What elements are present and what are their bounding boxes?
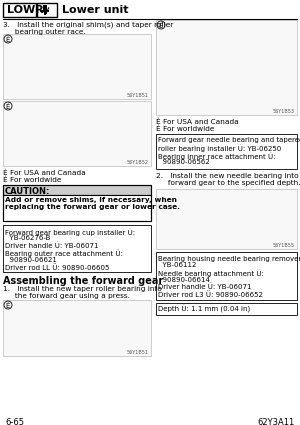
- Text: É For worldwide: É For worldwide: [3, 176, 61, 182]
- Text: roller bearing installer Ù: YB-06250: roller bearing installer Ù: YB-06250: [158, 144, 281, 152]
- Bar: [156, 20, 297, 115]
- Bar: [3, 185, 151, 195]
- Bar: [3, 195, 151, 221]
- Text: 56Y1B53: 56Y1B53: [273, 109, 295, 114]
- Bar: [156, 134, 297, 169]
- Text: 90890-06614: 90890-06614: [158, 277, 210, 283]
- Bar: [3, 300, 151, 356]
- Text: CAUTION:: CAUTION:: [5, 187, 50, 196]
- Circle shape: [157, 21, 165, 29]
- Text: Lower unit: Lower unit: [62, 5, 128, 15]
- Text: Bearing housing needle bearing remover Ù:: Bearing housing needle bearing remover Ù…: [158, 255, 300, 263]
- Text: È: È: [5, 302, 10, 309]
- Text: 2.   Install the new needle bearing into the
     forward gear to the specified : 2. Install the new needle bearing into t…: [156, 173, 300, 186]
- Text: Driver handle Û: YB-06071: Driver handle Û: YB-06071: [158, 284, 251, 290]
- Text: LOWR: LOWR: [7, 5, 43, 15]
- Bar: [43, 5, 47, 12]
- Circle shape: [4, 35, 12, 43]
- Text: È: È: [5, 36, 10, 42]
- Text: Driver rod LL Ü: 90890-06605: Driver rod LL Ü: 90890-06605: [5, 264, 109, 271]
- Bar: [156, 189, 297, 249]
- Bar: [3, 101, 151, 166]
- Text: YB-06276-B: YB-06276-B: [5, 235, 50, 241]
- Text: Needle bearing attachment Ú:: Needle bearing attachment Ú:: [158, 269, 264, 277]
- Text: 3.   Install the original shim(s) and taper roller
     bearing outer race.: 3. Install the original shim(s) and tape…: [3, 21, 173, 34]
- Text: 62Y3A11: 62Y3A11: [258, 418, 295, 425]
- Text: Forward gear bearing cup installer Ù:: Forward gear bearing cup installer Ù:: [5, 228, 135, 235]
- Circle shape: [4, 102, 12, 110]
- Bar: [3, 3, 36, 17]
- Bar: [156, 252, 297, 300]
- Bar: [3, 225, 151, 272]
- Text: 90890-06621: 90890-06621: [5, 257, 57, 263]
- Text: 1.   Install the new taper roller bearing into
     the forward gear using a pre: 1. Install the new taper roller bearing …: [3, 286, 162, 299]
- Text: Assembling the forward gear: Assembling the forward gear: [3, 276, 163, 286]
- Text: Forward gear needle bearing and tapered: Forward gear needle bearing and tapered: [158, 137, 300, 143]
- Bar: [40, 10, 49, 12]
- Bar: [37, 3, 57, 17]
- Text: Driver rod L3 Ü: 90890-06652: Driver rod L3 Ü: 90890-06652: [158, 291, 263, 298]
- Bar: [156, 303, 297, 315]
- Bar: [3, 185, 151, 221]
- Text: É: É: [5, 103, 10, 110]
- Text: Driver handle Ú: YB-06071: Driver handle Ú: YB-06071: [5, 242, 98, 249]
- Text: 90890-06562: 90890-06562: [158, 159, 210, 165]
- Text: Bearing outer race attachment Û:: Bearing outer race attachment Û:: [5, 249, 123, 257]
- Text: YB-06112: YB-06112: [158, 262, 196, 268]
- Text: É: É: [158, 22, 163, 28]
- Text: È For USA and Canada: È For USA and Canada: [156, 118, 239, 125]
- Text: È For USA and Canada: È For USA and Canada: [3, 169, 86, 176]
- Text: Depth Ù: 1.1 mm (0.04 in): Depth Ù: 1.1 mm (0.04 in): [158, 305, 250, 313]
- Bar: [44, 12, 46, 15]
- Text: Add or remove shims, if necessary, when
replacing the forward gear or lower case: Add or remove shims, if necessary, when …: [5, 197, 180, 210]
- Text: 56Y1B52: 56Y1B52: [127, 160, 149, 165]
- Circle shape: [4, 301, 12, 309]
- Text: 56Y1B55: 56Y1B55: [273, 243, 295, 248]
- Text: É For worldwide: É For worldwide: [156, 125, 214, 131]
- Text: 56Y1B51: 56Y1B51: [127, 93, 149, 98]
- Text: 56Y1B51: 56Y1B51: [127, 350, 149, 355]
- Text: 6-65: 6-65: [5, 418, 24, 425]
- Text: Bearing inner race attachment Ú:: Bearing inner race attachment Ú:: [158, 152, 275, 159]
- Bar: [3, 34, 151, 99]
